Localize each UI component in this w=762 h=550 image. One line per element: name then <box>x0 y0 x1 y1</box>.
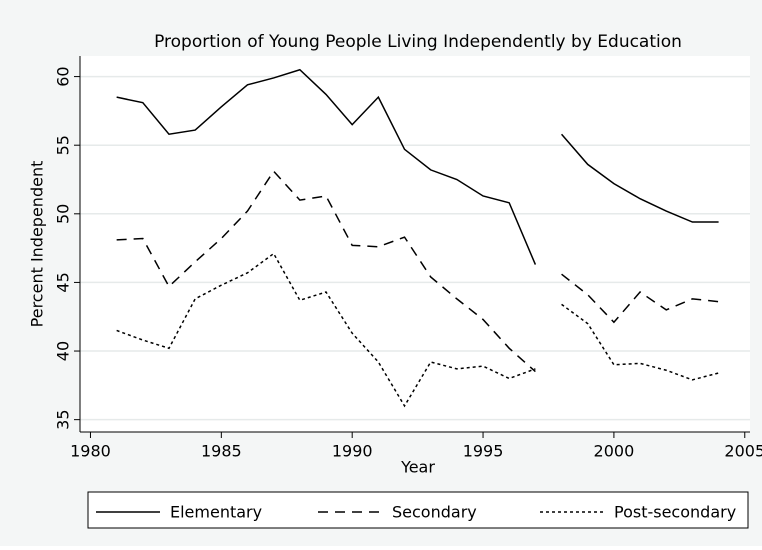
y-tick-label: 60 <box>54 66 73 86</box>
plot-area <box>80 56 750 432</box>
x-axis-label: Year <box>400 458 435 477</box>
y-tick-label: 45 <box>54 272 73 292</box>
series-line <box>116 252 719 408</box>
x-tick-label: 2000 <box>594 442 635 461</box>
x-tick-label: 2005 <box>724 442 762 461</box>
legend-label: Post-secondary <box>614 503 736 522</box>
y-tick-label: 35 <box>54 409 73 429</box>
legend-label: Secondary <box>392 503 477 522</box>
y-axis-label: Percent Independent <box>28 161 47 328</box>
x-tick-label: 1990 <box>332 442 373 461</box>
chart-title: Proportion of Young People Living Indepe… <box>154 32 682 52</box>
x-tick-label: 1985 <box>201 442 242 461</box>
y-tick-label: 40 <box>54 341 73 361</box>
y-tick-label: 50 <box>54 204 73 224</box>
x-tick-label: 1995 <box>463 442 504 461</box>
y-tick-label: 55 <box>54 135 73 155</box>
legend-label: Elementary <box>170 503 262 522</box>
series-line <box>116 68 719 265</box>
series-line <box>116 170 719 373</box>
legend <box>87 491 749 529</box>
x-tick-label: 1980 <box>70 442 111 461</box>
